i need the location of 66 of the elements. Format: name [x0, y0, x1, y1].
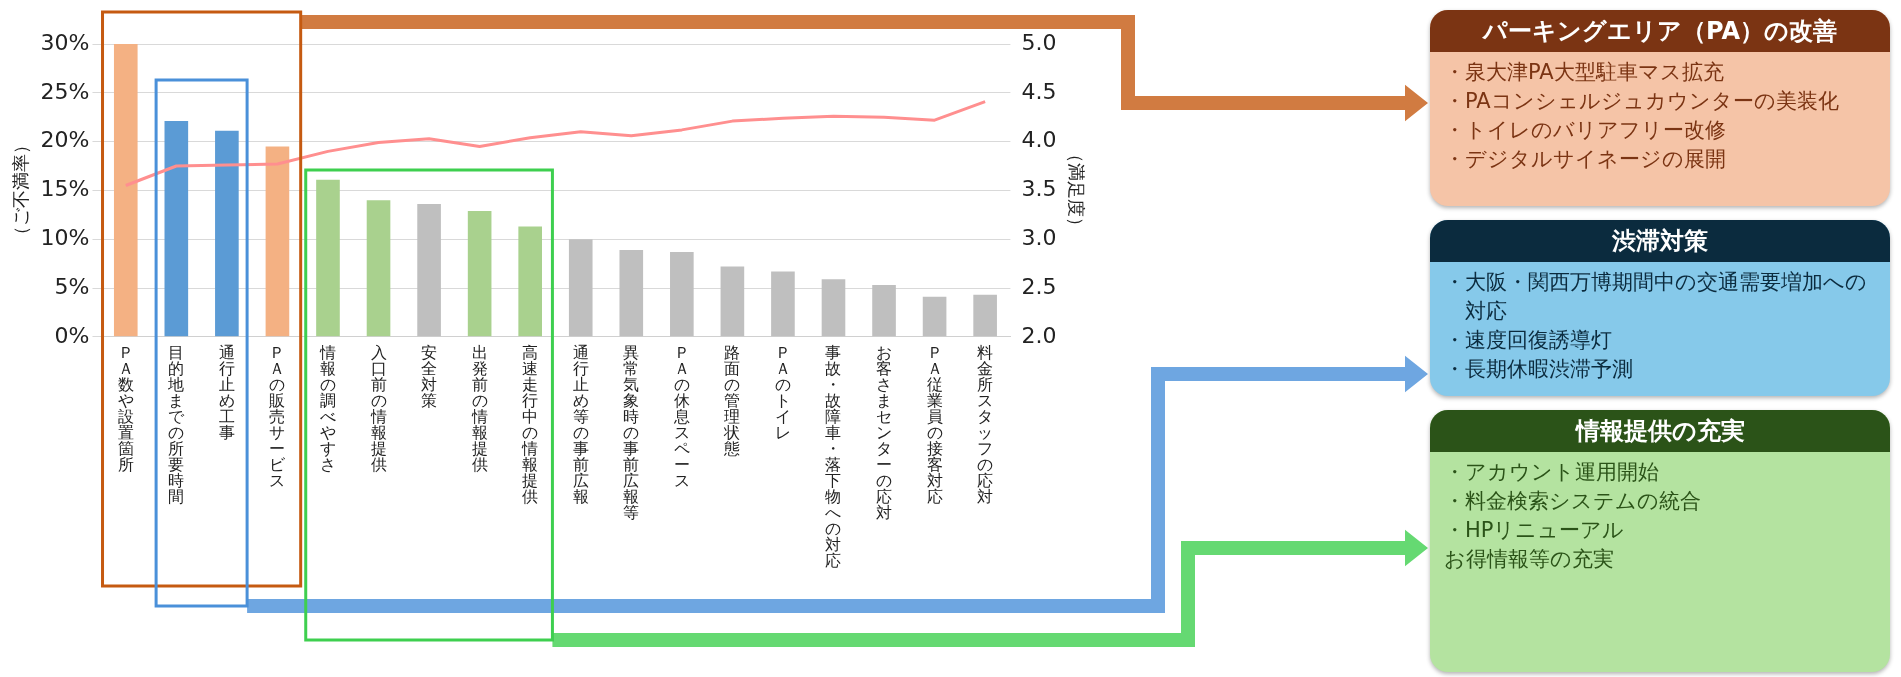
y2-tick-label: 3.0 — [1021, 224, 1057, 250]
category-label: 料金所スタッフの応対 — [977, 342, 994, 506]
x-tick-label: 情報の調べやすさ — [318, 342, 337, 474]
x-tick-label: 路面の管理状態 — [723, 342, 742, 458]
text: 渋滞対策 — [1430, 220, 1890, 262]
x-tick-label: 通行止め工事 — [217, 342, 236, 442]
bar — [670, 251, 694, 337]
bar — [316, 179, 340, 337]
bar — [922, 296, 947, 337]
text: ・HPリニューアル — [1444, 517, 1626, 544]
bar — [619, 249, 644, 337]
text: ・トイレのバリアフリー改修 — [1444, 117, 1727, 144]
y2-tick-label: 2.5 — [1021, 273, 1057, 299]
text: ・料金検索システムの統合 — [1444, 488, 1702, 515]
x-tick-label: 安全対策 — [420, 342, 439, 410]
y2-tick-label: 4.0 — [1021, 127, 1057, 153]
y-tick-label: 5% — [54, 273, 90, 299]
category-label: ＰＡの休息スペース — [673, 342, 690, 490]
text: お得情報等の充実 — [1444, 546, 1615, 573]
bar — [215, 130, 239, 337]
category-label: 通行止め等の事前広報 — [572, 342, 589, 506]
y2-tick-label: 5.0 — [1021, 29, 1057, 55]
bar — [973, 294, 997, 337]
bar — [113, 44, 138, 337]
y-tick-label: 10% — [40, 224, 90, 250]
bar — [872, 285, 896, 337]
bar — [771, 271, 795, 337]
text: ・デジタルサイネージの展開 — [1444, 146, 1727, 173]
category-label: ＰＡ従業員の接客対応 — [926, 342, 943, 506]
y-tick-label: 20% — [40, 127, 90, 153]
category-label: 高速走行中の情報提供 — [522, 342, 539, 506]
bar — [164, 121, 189, 337]
bar — [720, 266, 745, 337]
category-label: 事故・故障車・落下物への対応 — [825, 342, 842, 570]
text: ・速度回復誘導灯 — [1444, 327, 1613, 354]
bar — [417, 204, 441, 337]
x-tick-label: ＰＡのトイレ — [773, 342, 792, 442]
y2-tick-label: 2.0 — [1021, 322, 1057, 348]
y-tick-label: 25% — [40, 78, 90, 104]
category-label: お客さまセンターの応対 — [876, 342, 893, 522]
x-tick-label: 入口前の情報提供 — [369, 342, 388, 474]
category-label: 異常気象時の事前広報等 — [623, 342, 640, 522]
text: 情報提供の充実 — [1430, 410, 1890, 452]
text: ・泉大津PA大型駐車マス拡充 — [1444, 59, 1725, 86]
y-tick-label: 30% — [40, 29, 90, 55]
y-tick-label: 15% — [40, 176, 90, 202]
bar — [265, 146, 290, 337]
text: ・長期休暇渋滞予測 — [1444, 356, 1634, 383]
text: パーキングエリア（PA）の改善 — [1430, 10, 1890, 52]
y2-tick-label: 4.5 — [1021, 78, 1057, 104]
bar — [518, 226, 542, 337]
y2-tick-label: 3.5 — [1021, 176, 1057, 202]
x-tick-label: 出発前の情報提供 — [470, 342, 489, 474]
x-tick-label: ＰＡ数や設置箇所 — [116, 342, 135, 474]
bar — [568, 239, 593, 337]
text: ・アカウント運用開始 — [1444, 459, 1660, 486]
y2-axis-title: （満足度） — [1065, 145, 1087, 236]
bar — [467, 210, 492, 337]
category-label: ＰＡの販売サービス — [269, 342, 286, 490]
text: ・PAコンシェルジュカウンターの美装化 — [1444, 88, 1840, 115]
text: ・大阪・関西万博期間中の交通需要増加への対応 — [1444, 269, 1868, 325]
y-tick-label: 0% — [54, 322, 90, 348]
bar — [821, 279, 846, 337]
category-label: 目的地までの所要時間 — [168, 342, 185, 506]
y-axis-title: （ご不満率） — [10, 136, 32, 245]
bar — [366, 200, 391, 337]
